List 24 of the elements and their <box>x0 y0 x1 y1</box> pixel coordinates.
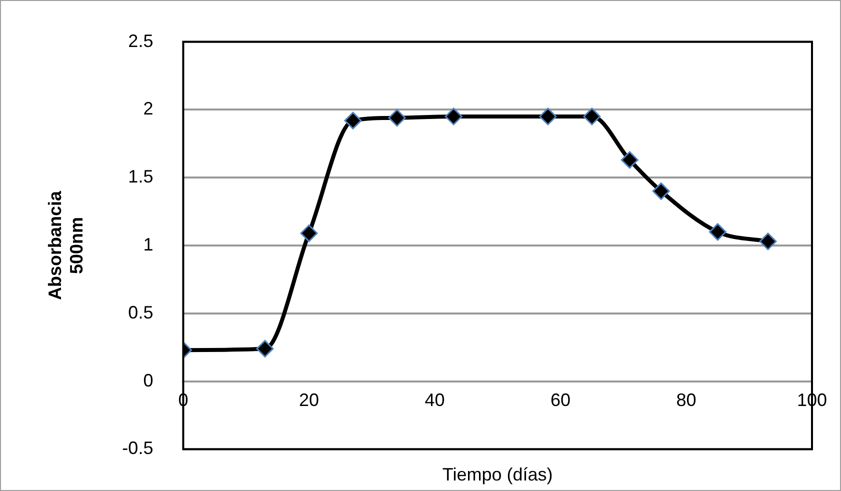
x-tick-label: 60 <box>550 390 570 410</box>
point <box>759 232 777 250</box>
y-axis-title: Absorbancia 500nm <box>44 190 86 300</box>
y-tick-label: 0.5 <box>128 302 154 322</box>
x-tick-label: 20 <box>298 390 319 410</box>
point <box>344 112 362 130</box>
point <box>620 151 638 169</box>
y-tick-label: -0.5 <box>122 438 154 458</box>
point <box>256 340 274 358</box>
x-axis-title: Tiempo (días) <box>442 464 553 485</box>
point <box>388 109 406 127</box>
y-tick-label: 0 <box>143 370 154 390</box>
point <box>300 224 318 242</box>
point <box>444 108 462 126</box>
y-tick-label: 2.5 <box>128 30 154 51</box>
x-tick-label: 80 <box>676 390 696 410</box>
y-tick-label: 2 <box>143 98 154 119</box>
y-tick-label: 1.5 <box>128 166 154 187</box>
point <box>652 182 670 200</box>
x-tick-label: 40 <box>424 390 445 410</box>
point <box>583 108 601 126</box>
y-tick-label: 1 <box>143 234 154 254</box>
point <box>708 223 726 241</box>
point <box>539 108 557 126</box>
